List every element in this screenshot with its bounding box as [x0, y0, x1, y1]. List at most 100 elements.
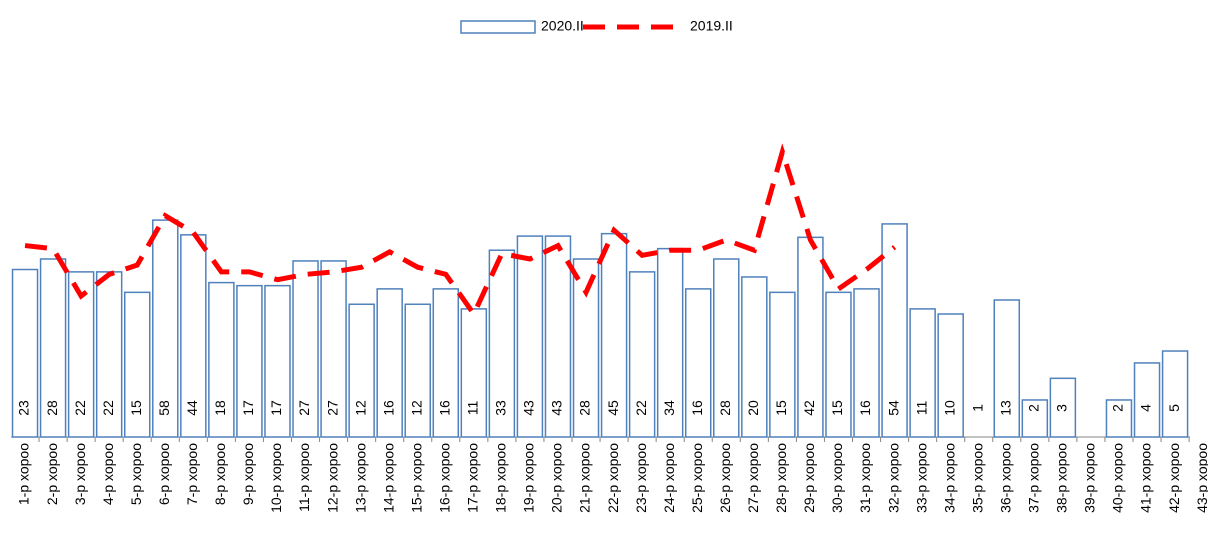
x-tick-label: 7-р хороо	[184, 443, 200, 505]
bar	[264, 284, 291, 438]
bar	[713, 258, 740, 438]
bar	[881, 223, 908, 438]
bar	[236, 284, 263, 438]
data-label: 33	[493, 400, 509, 416]
x-tick-label: 37-р хороо	[1026, 443, 1042, 513]
data-label: 15	[773, 400, 789, 416]
x-tick-label: 2-р хороо	[44, 443, 60, 505]
bar	[1161, 350, 1189, 438]
x-tick-label: 5-р хороо	[128, 443, 144, 505]
data-label: 16	[380, 400, 396, 416]
legend-label: 2019.II	[690, 18, 733, 34]
data-label: 10	[941, 400, 957, 416]
bar	[937, 313, 964, 438]
x-tick-label: 6-р хороо	[156, 443, 172, 505]
x-tick-label: 27-р хороо	[745, 443, 761, 513]
bar	[600, 232, 628, 438]
x-tick-label: 29-р хороо	[801, 443, 817, 513]
data-label: 28	[577, 400, 593, 416]
data-label: 2	[1026, 404, 1042, 412]
bar	[11, 268, 39, 438]
data-label: 16	[689, 400, 705, 416]
x-tick-label: 4-р хороо	[100, 443, 116, 505]
x-tick-label: 22-р хороо	[605, 443, 621, 513]
data-label: 34	[661, 400, 677, 416]
bar	[376, 288, 403, 438]
bar	[292, 260, 319, 438]
x-tick-label: 25-р хороо	[689, 443, 705, 513]
line	[24, 143, 897, 319]
data-label: 11	[465, 401, 481, 416]
data-label: 5	[1166, 404, 1182, 412]
x-tick-label: 30-р хороо	[829, 443, 845, 513]
x-tick-label: 32-р хороо	[885, 443, 901, 513]
data-label: 16	[857, 400, 873, 416]
data-label: 43	[549, 400, 565, 416]
bar	[1021, 399, 1049, 438]
x-tick-label: 40-р хороо	[1110, 443, 1126, 513]
x-tick-label: 23-р хороо	[633, 443, 649, 513]
x-tick-label: 9-р хороо	[240, 443, 256, 505]
bar	[516, 235, 544, 438]
data-label: 58	[156, 400, 172, 416]
bar	[180, 234, 207, 438]
bar	[741, 276, 768, 438]
x-tick-label: 17-р хороо	[465, 443, 481, 513]
x-tick-label: 11-р хороо	[296, 443, 312, 512]
x-tick-label: 35-р хороо	[969, 443, 985, 513]
data-label: 1	[969, 404, 985, 412]
x-tick-label: 21-р хороо	[577, 443, 593, 513]
data-label: 44	[184, 400, 200, 416]
x-tick-label: 39-р хороо	[1082, 443, 1098, 513]
bar	[123, 291, 151, 438]
bar	[628, 271, 656, 438]
bar	[825, 291, 852, 438]
data-label: 18	[212, 400, 228, 416]
x-tick-label: 18-р хороо	[493, 443, 509, 513]
bar	[404, 303, 431, 438]
bar	[488, 249, 516, 438]
data-label: 3	[1054, 404, 1070, 412]
x-tick-label: 24-р хороо	[661, 443, 677, 513]
bar	[348, 303, 375, 438]
data-label: 54	[885, 400, 901, 416]
data-label: 15	[128, 400, 144, 416]
bar	[1133, 362, 1161, 438]
bar	[39, 258, 67, 438]
bar	[152, 219, 179, 438]
data-label: 4	[1138, 404, 1154, 412]
x-tick-label: 12-р хороо	[324, 443, 340, 513]
x-tick-label: 34-р хороо	[941, 443, 957, 513]
bar	[432, 288, 460, 438]
bar	[460, 308, 488, 438]
x-tick-label: 26-р хороо	[717, 443, 733, 513]
data-label: 23	[16, 400, 32, 416]
data-label: 22	[100, 400, 116, 416]
x-tick-label: 42-р хороо	[1166, 443, 1182, 513]
data-label: 11	[913, 401, 929, 416]
bar	[67, 271, 95, 438]
x-tick-label: 20-р хороо	[549, 443, 565, 513]
x-tick-label: 33-р хороо	[913, 443, 929, 513]
data-label: 27	[296, 400, 312, 416]
data-label: 12	[408, 400, 424, 416]
x-tick-label: 13-р хороо	[352, 443, 368, 513]
data-label: 45	[605, 400, 621, 416]
data-label: 12	[352, 400, 368, 416]
x-tick-label: 16-р хороо	[436, 443, 452, 513]
bar	[769, 291, 796, 438]
x-tick-label: 36-р хороо	[997, 443, 1013, 513]
data-label: 22	[72, 400, 88, 416]
data-label: 13	[997, 400, 1013, 416]
x-tick-label: 3-р хороо	[72, 443, 88, 505]
legend-label: 2020.II	[541, 18, 584, 34]
data-label: 22	[633, 400, 649, 416]
data-label: 27	[324, 400, 340, 416]
x-tick-label: 1-р хороо	[16, 443, 32, 505]
bar	[909, 308, 936, 438]
x-tick-label: 10-р хороо	[268, 443, 284, 513]
x-tick-label: 43-р хороо	[1194, 443, 1208, 513]
bar	[320, 260, 347, 438]
bar	[797, 236, 824, 438]
